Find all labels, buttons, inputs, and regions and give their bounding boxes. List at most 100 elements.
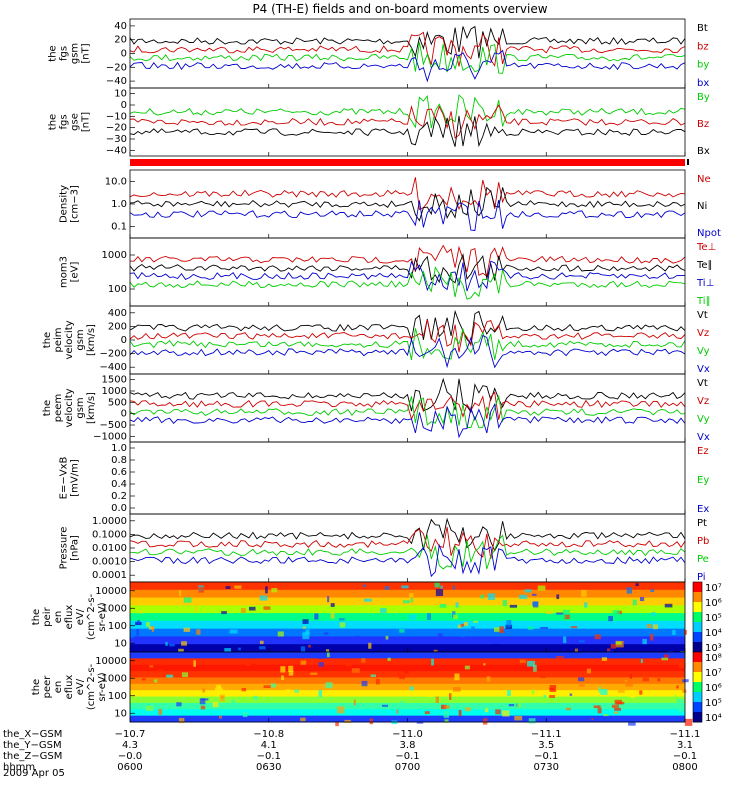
- spectrogram-speck: [486, 676, 491, 682]
- spectrogram-speck: [531, 593, 537, 596]
- spectrogram-speck: [682, 689, 687, 693]
- x-row-value: 0800: [672, 762, 697, 773]
- trace-Npot: [129, 199, 686, 231]
- trace-bz: [129, 31, 686, 67]
- spectrogram-speck: [607, 648, 611, 653]
- spectrogram-speck: [458, 709, 462, 717]
- spectrogram-speck: [140, 649, 146, 653]
- spectrogram-speck: [440, 585, 443, 589]
- panel-fgs_gse: By Bz Bx 100−10−20−30−40 thefgsgse[nT]: [48, 87, 710, 157]
- x-row-value: 4.1: [261, 740, 277, 751]
- ytick-label: 0.6: [111, 467, 127, 478]
- spectrogram-speck: [426, 613, 431, 621]
- spectrogram-speck: [403, 670, 409, 674]
- spectrogram-speck: [556, 594, 560, 600]
- spectrogram-speck: [624, 680, 628, 683]
- spectrogram-speck: [259, 595, 268, 601]
- spectrogram-speck: [508, 704, 515, 707]
- legend-entry: by: [697, 60, 709, 71]
- spectrogram-speck: [676, 685, 679, 689]
- spectrogram-speck: [565, 707, 572, 711]
- panel-frame: [129, 169, 686, 239]
- panel-frame: [129, 513, 686, 583]
- spectrogram-speck: [193, 660, 196, 667]
- spectrogram-speck: [221, 696, 224, 699]
- spectrogram-speck: [499, 626, 505, 634]
- trace-Ti⊥: [129, 260, 686, 292]
- spectrogram-band: [130, 690, 685, 698]
- spectrogram-speck: [642, 638, 647, 645]
- spectrogram-speck: [571, 626, 578, 629]
- colorbar-frame: [692, 651, 703, 723]
- spectrogram-band: [130, 589, 685, 599]
- ytick-label: −40: [106, 145, 127, 156]
- ytick-label: 500: [108, 397, 127, 408]
- spectrogram-speck: [468, 607, 471, 610]
- spectrogram-speck: [263, 685, 271, 689]
- panel-frame: [129, 18, 686, 89]
- ytick-label: −40: [106, 76, 127, 87]
- spectrogram-speck: [136, 629, 139, 636]
- spectrogram-band: [130, 664, 685, 672]
- legend-entry: Vz: [697, 396, 709, 407]
- y-axis-label: Pressure[nPa]: [59, 527, 81, 570]
- spectrogram-speck: [514, 715, 523, 721]
- spectrogram-speck: [396, 671, 400, 676]
- colorbar-tick-label: 10⁶: [705, 598, 722, 609]
- spectrogram-speck: [361, 680, 368, 687]
- spectrogram-speck: [597, 707, 602, 714]
- trace-Ne: [129, 177, 686, 211]
- x-row-value: −0.1: [673, 751, 697, 762]
- spectrogram-speck: [381, 704, 389, 707]
- trace-Pe: [129, 534, 686, 570]
- legend-entry: Vt: [697, 378, 708, 389]
- ytick-label: 10: [114, 708, 127, 719]
- spectrogram-speck: [600, 688, 608, 695]
- x-row-value: −10.8: [253, 729, 284, 740]
- spectrogram-speck: [453, 614, 458, 619]
- colorbar-tick-label: 10⁷: [705, 583, 722, 594]
- spectrogram-band: [130, 702, 685, 710]
- colorbar-segment: [693, 632, 702, 643]
- spectrogram-speck: [200, 698, 209, 701]
- spectrogram-speck: [230, 700, 236, 706]
- spectrogram-speck: [339, 618, 346, 621]
- spectrogram-speck: [444, 705, 450, 709]
- y-axis-label: thepeimvelocitygsm[km/s]: [42, 320, 97, 359]
- spectrogram-band: [130, 683, 685, 691]
- spectrogram-speck: [615, 641, 622, 645]
- spectrogram-speck: [509, 604, 518, 608]
- trace-Ti∥: [129, 266, 686, 300]
- spectrogram-speck: [640, 658, 643, 664]
- spectrogram-speck: [246, 663, 252, 666]
- x-row-value: 4.3: [122, 740, 138, 751]
- x-row-value: −11.1: [670, 729, 701, 740]
- date-label: 2009 Apr 05: [3, 768, 65, 779]
- x-row-value: 3.5: [538, 740, 554, 751]
- legend-entry: Pt: [697, 518, 707, 529]
- spectrogram-speck: [598, 686, 601, 693]
- spectrogram-speck: [502, 600, 508, 607]
- spectrogram-speck: [516, 703, 522, 708]
- colorbar-tick-label: 10⁵: [705, 698, 722, 709]
- spectrogram-speck: [212, 702, 219, 708]
- spectrogram-speck: [353, 699, 356, 706]
- spectrogram-speck: [562, 636, 567, 643]
- y-axis-label: E=−VxB[mV/m]: [59, 457, 81, 500]
- ytick-label: 0.2: [111, 491, 127, 502]
- spectrogram-speck: [176, 702, 182, 707]
- spectrogram-speck: [147, 716, 154, 722]
- spectrogram-speck: [593, 705, 601, 709]
- spectrogram-speck: [399, 629, 405, 633]
- x-row-value: −11.0: [392, 729, 423, 740]
- spectrogram-speck: [250, 663, 258, 671]
- x-row-value: −11.1: [531, 729, 562, 740]
- x-row-value: −0.1: [257, 751, 281, 762]
- ytick-label: 0.0001: [92, 570, 127, 581]
- legend-entry: Pe: [697, 554, 709, 565]
- spectrogram-speck: [639, 690, 643, 695]
- spectrogram-speck: [166, 674, 174, 678]
- x-row-value: 0700: [395, 762, 420, 773]
- ytick-label: 1000: [102, 250, 127, 261]
- spectrogram-speck: [434, 582, 440, 588]
